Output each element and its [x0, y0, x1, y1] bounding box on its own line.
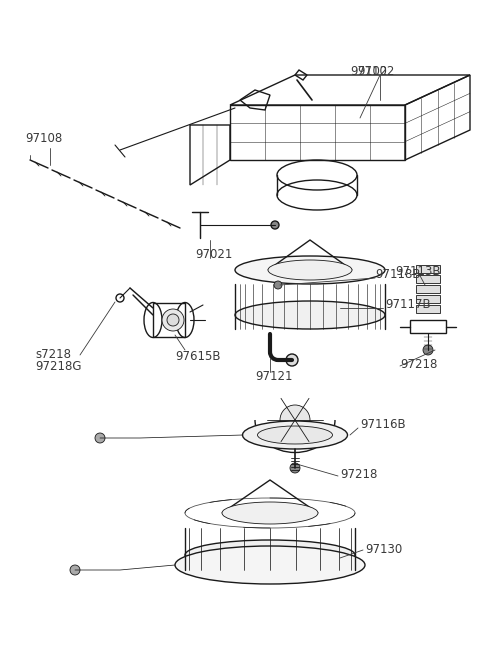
Circle shape	[167, 314, 179, 326]
Circle shape	[271, 221, 279, 229]
Ellipse shape	[185, 498, 355, 528]
Bar	[416, 275, 440, 283]
Bar	[416, 265, 440, 273]
Text: 97116B: 97116B	[360, 418, 406, 431]
Ellipse shape	[257, 426, 333, 444]
Text: 97218: 97218	[400, 358, 437, 371]
Text: 97117B: 97117B	[385, 298, 431, 311]
Text: 97102: 97102	[350, 65, 387, 78]
Ellipse shape	[222, 502, 318, 524]
Ellipse shape	[235, 301, 385, 329]
Text: 97113B: 97113B	[395, 265, 441, 278]
Ellipse shape	[235, 256, 385, 284]
Text: 97118B: 97118B	[375, 268, 420, 281]
Text: 97218: 97218	[340, 468, 377, 481]
Ellipse shape	[242, 421, 348, 449]
Ellipse shape	[268, 260, 352, 280]
Circle shape	[274, 281, 282, 289]
Text: 97615B: 97615B	[175, 350, 220, 363]
Text: 97108: 97108	[25, 132, 62, 145]
Circle shape	[95, 433, 105, 443]
Circle shape	[280, 405, 310, 435]
Text: 97021: 97021	[195, 248, 232, 261]
Circle shape	[286, 354, 298, 366]
Text: 97121: 97121	[255, 370, 292, 383]
Ellipse shape	[175, 546, 365, 584]
Circle shape	[290, 463, 300, 473]
Text: s7218: s7218	[35, 348, 71, 361]
Circle shape	[423, 345, 433, 355]
Bar	[416, 305, 440, 313]
Circle shape	[162, 309, 184, 331]
Bar	[416, 295, 440, 303]
Ellipse shape	[185, 540, 355, 570]
Bar	[416, 285, 440, 293]
Text: 97130: 97130	[365, 543, 402, 556]
Text: 97218G: 97218G	[35, 360, 82, 373]
Circle shape	[70, 565, 80, 575]
Circle shape	[116, 294, 124, 302]
Text: 97102: 97102	[357, 65, 395, 78]
